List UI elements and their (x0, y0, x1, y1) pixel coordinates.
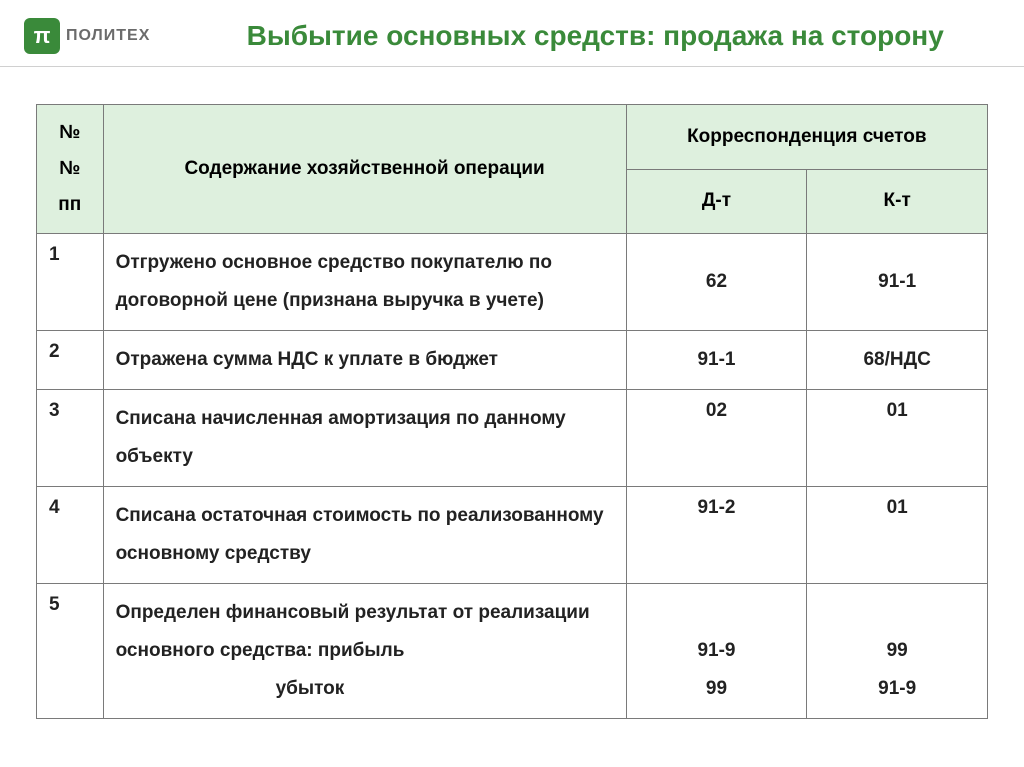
cell-kt: 91-1 (807, 234, 988, 331)
table-row: 4 Списана остаточная стоимость по реализ… (37, 487, 988, 584)
page-title: Выбытие основных средств: продажа на сто… (190, 20, 1000, 52)
cell-kt: 01 (807, 487, 988, 584)
cell-dt-value: 91-9 (639, 632, 795, 670)
cell-dt: 91-2 (626, 487, 807, 584)
cell-desc: Отгружено основное средство покупателю п… (103, 234, 626, 331)
table-row: 5 Определен финансовый результат от реал… (37, 584, 988, 719)
cell-dt: 02 (626, 390, 807, 487)
cell-kt: 01 (807, 390, 988, 487)
cell-num: 3 (37, 390, 104, 487)
cell-desc: Списана начисленная амортизация по данно… (103, 390, 626, 487)
content: № № пп Содержание хозяйственной операции… (0, 54, 1024, 719)
th-corr: Корреспонденция счетов (626, 105, 987, 170)
cell-kt: 99 91-9 (807, 584, 988, 719)
cell-dt-value: 99 (639, 670, 795, 708)
logo: π ПОЛИТЕХ (24, 18, 150, 54)
logo-symbol: π (34, 23, 51, 49)
cell-desc-line: основного средства: прибыль (116, 632, 614, 670)
cell-kt: 68/НДС (807, 331, 988, 390)
cell-num: 1 (37, 234, 104, 331)
cell-dt: 62 (626, 234, 807, 331)
th-num: № № пп (37, 105, 104, 234)
cell-desc-line: убыток (116, 670, 614, 708)
cell-dt: 91-9 99 (626, 584, 807, 719)
logo-icon: π (24, 18, 60, 54)
cell-dt: 91-1 (626, 331, 807, 390)
th-kt: К-т (807, 169, 988, 234)
cell-kt-value: 91-9 (819, 670, 975, 708)
header: π ПОЛИТЕХ Выбытие основных средств: прод… (0, 0, 1024, 54)
cell-desc: Определен финансовый результат от реализ… (103, 584, 626, 719)
logo-text: ПОЛИТЕХ (66, 27, 150, 45)
cell-desc: Отражена сумма НДС к уплате в бюджет (103, 331, 626, 390)
cell-num: 5 (37, 584, 104, 719)
table-row: 1 Отгружено основное средство покупателю… (37, 234, 988, 331)
th-desc: Содержание хозяйственной операции (103, 105, 626, 234)
accounting-table: № № пп Содержание хозяйственной операции… (36, 104, 988, 719)
cell-desc: Списана остаточная стоимость по реализов… (103, 487, 626, 584)
cell-num: 2 (37, 331, 104, 390)
table-row: 2 Отражена сумма НДС к уплате в бюджет 9… (37, 331, 988, 390)
th-dt: Д-т (626, 169, 807, 234)
cell-desc-line: Определен финансовый результат от реализ… (116, 594, 614, 632)
divider (0, 66, 1024, 67)
cell-num: 4 (37, 487, 104, 584)
cell-kt-value: 99 (819, 632, 975, 670)
table-row: 3 Списана начисленная амортизация по дан… (37, 390, 988, 487)
